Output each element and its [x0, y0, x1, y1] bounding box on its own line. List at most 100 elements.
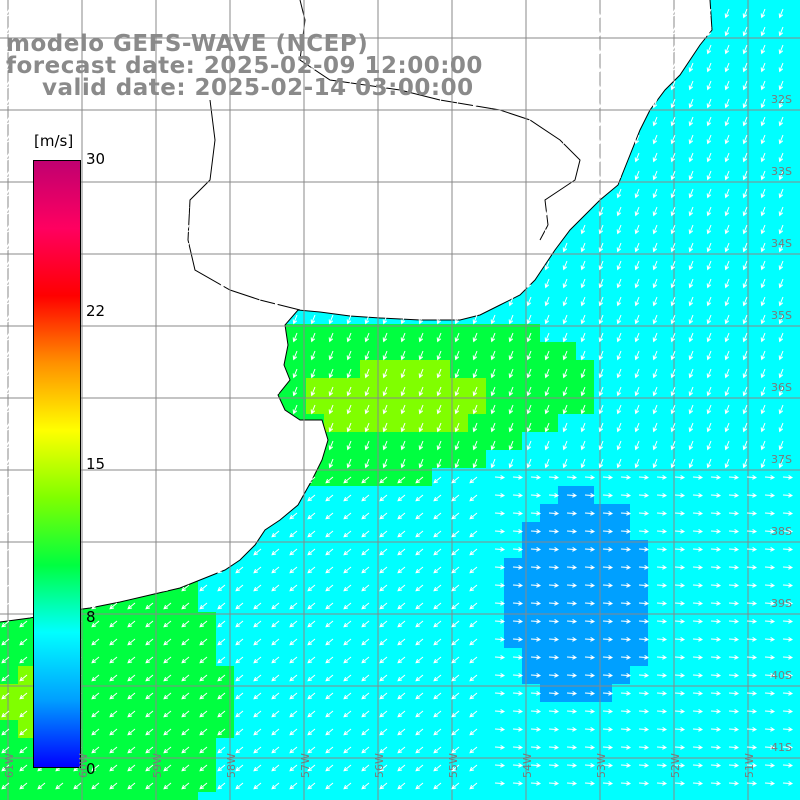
- wind-arrow: [238, 8, 244, 19]
- wind-arrow: [184, 152, 190, 163]
- wind-arrow: [742, 98, 748, 109]
- wind-arrow: [58, 80, 64, 91]
- wind-cell: [432, 792, 450, 800]
- wind-cell: [144, 792, 162, 800]
- wind-cell: [234, 792, 252, 800]
- wind-arrow: [490, 8, 496, 19]
- wind-arrow: [562, 116, 568, 127]
- wind-arrow: [382, 44, 388, 55]
- wind-cell: [504, 792, 522, 800]
- land-mass: [0, 0, 712, 622]
- wind-arrow: [130, 98, 136, 109]
- wind-arrow: [760, 8, 766, 19]
- wind-cell: [108, 792, 126, 800]
- wind-arrow: [184, 44, 190, 55]
- wind-arrow: [220, 8, 226, 19]
- wind-arrow: [22, 8, 28, 19]
- wind-arrow: [274, 152, 280, 163]
- wind-arrow: [706, 8, 712, 19]
- wind-arrow: [616, 80, 622, 91]
- wind-arrow: [274, 116, 280, 127]
- wind-arrow: [418, 80, 424, 91]
- wind-arrow: [652, 8, 658, 19]
- lon-label: 58W: [225, 753, 238, 778]
- wind-arrow: [634, 116, 640, 127]
- wind-arrow: [166, 62, 172, 73]
- wind-arrow: [220, 62, 226, 73]
- wind-arrow: [490, 80, 496, 91]
- wind-arrow: [184, 116, 190, 127]
- wind-arrow: [310, 44, 316, 55]
- wind-arrow: [40, 116, 46, 127]
- wind-arrow: [256, 8, 262, 19]
- wind-arrow: [328, 26, 334, 37]
- lon-label: 60W: [77, 753, 90, 778]
- wind-arrow: [670, 26, 676, 37]
- wind-arrow: [526, 44, 532, 55]
- wind-arrow: [688, 44, 694, 55]
- wind-cell: [792, 36, 800, 54]
- wind-arrow: [418, 26, 424, 37]
- wind-arrow: [94, 44, 100, 55]
- wind-arrow: [706, 44, 712, 55]
- wind-arrow: [58, 8, 64, 19]
- wind-arrow: [454, 80, 460, 91]
- lat-label: 39S: [771, 597, 792, 610]
- colorbar-tick-30: 30: [86, 150, 106, 168]
- wind-arrow: [22, 44, 28, 55]
- wind-arrow: [418, 8, 424, 19]
- wind-arrow: [112, 62, 118, 73]
- wind-arrow: [76, 26, 82, 37]
- wind-cell: [126, 792, 144, 800]
- wind-arrow: [400, 26, 406, 37]
- wind-arrow: [436, 116, 442, 127]
- wind-arrow: [688, 62, 694, 73]
- wind-arrow: [346, 80, 352, 91]
- wind-arrow: [688, 134, 694, 145]
- wind-arrow: [580, 80, 586, 91]
- wind-arrow: [58, 26, 64, 37]
- wind-arrow: [238, 26, 244, 37]
- wind-arrow: [598, 134, 604, 145]
- wind-arrow: [580, 98, 586, 109]
- wind-arrow: [364, 26, 370, 37]
- wind-arrow: [220, 26, 226, 37]
- wind-arrow: [40, 26, 46, 37]
- wind-cell: [792, 270, 800, 288]
- wind-arrow: [94, 26, 100, 37]
- wind-arrow: [598, 62, 604, 73]
- wind-arrow: [166, 44, 172, 55]
- wind-arrow: [508, 62, 514, 73]
- wind-arrow: [292, 44, 298, 55]
- wind-cell: [396, 792, 414, 800]
- wind-arrow: [292, 8, 298, 19]
- wind-arrow: [346, 152, 352, 163]
- wind-arrow: [220, 152, 226, 163]
- wind-arrow: [4, 116, 10, 127]
- wind-cell: [54, 792, 72, 800]
- wind-arrow: [94, 134, 100, 145]
- wind-arrow: [544, 26, 550, 37]
- wind-arrow: [706, 116, 712, 127]
- wind-arrow: [238, 116, 244, 127]
- wind-arrow: [166, 134, 172, 145]
- wind-arrow: [634, 62, 640, 73]
- wind-arrow: [454, 134, 460, 145]
- wind-arrow: [256, 44, 262, 55]
- wind-arrow: [346, 116, 352, 127]
- wind-cell: [72, 792, 90, 800]
- colorbar-tick-22: 22: [86, 302, 106, 320]
- valid-date: valid date: 2025-02-14 03:00:00: [42, 75, 474, 101]
- wind-cell: [216, 792, 234, 800]
- wind-arrow: [670, 8, 676, 19]
- wind-arrow: [94, 80, 100, 91]
- lon-label: 57W: [299, 753, 312, 778]
- wind-arrow: [526, 134, 532, 145]
- wind-arrow: [436, 134, 442, 145]
- wind-cell: [612, 792, 630, 800]
- wind-cell: [792, 630, 800, 648]
- wind-arrow: [274, 134, 280, 145]
- wind-cell: [792, 342, 800, 360]
- wind-arrow: [598, 98, 604, 109]
